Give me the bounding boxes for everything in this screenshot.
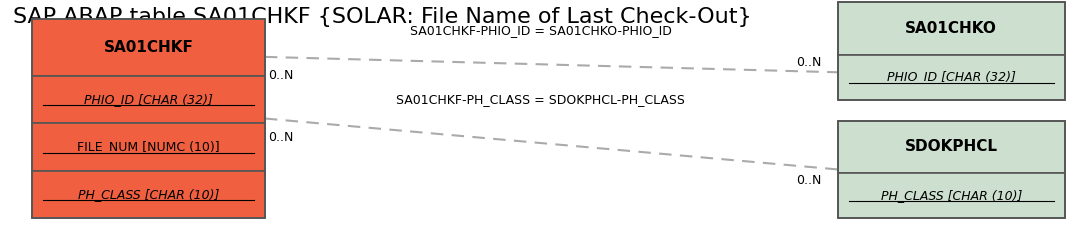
Text: 0..N: 0..N <box>797 174 822 187</box>
FancyBboxPatch shape <box>838 173 1065 218</box>
Text: 0..N: 0..N <box>268 131 293 144</box>
Text: SA01CHKF-PHIO_ID = SA01CHKO-PHIO_ID: SA01CHKF-PHIO_ID = SA01CHKO-PHIO_ID <box>410 24 671 37</box>
FancyBboxPatch shape <box>838 55 1065 100</box>
Text: PH_CLASS [CHAR (10)]: PH_CLASS [CHAR (10)] <box>78 188 219 201</box>
FancyBboxPatch shape <box>32 171 265 218</box>
Text: PH_CLASS [CHAR (10)]: PH_CLASS [CHAR (10)] <box>881 189 1022 202</box>
FancyBboxPatch shape <box>32 76 265 123</box>
Text: PHIO_ID [CHAR (32)]: PHIO_ID [CHAR (32)] <box>84 93 213 106</box>
Text: PHIO_ID [CHAR (32)]: PHIO_ID [CHAR (32)] <box>886 71 1016 83</box>
Text: SAP ABAP table SA01CHKF {SOLAR: File Name of Last Check-Out}: SAP ABAP table SA01CHKF {SOLAR: File Nam… <box>13 7 751 27</box>
Text: SA01CHKF-PH_CLASS = SDOKPHCL-PH_CLASS: SA01CHKF-PH_CLASS = SDOKPHCL-PH_CLASS <box>396 93 685 106</box>
Text: FILE_NUM [NUMC (10)]: FILE_NUM [NUMC (10)] <box>78 141 219 153</box>
FancyBboxPatch shape <box>838 121 1065 173</box>
Text: SDOKPHCL: SDOKPHCL <box>905 139 998 155</box>
Text: SA01CHKF: SA01CHKF <box>104 40 193 55</box>
Text: 0..N: 0..N <box>797 56 822 69</box>
Text: 0..N: 0..N <box>268 69 293 82</box>
FancyBboxPatch shape <box>32 123 265 171</box>
Text: SA01CHKO: SA01CHKO <box>906 21 997 36</box>
FancyBboxPatch shape <box>838 2 1065 55</box>
FancyBboxPatch shape <box>32 19 265 76</box>
